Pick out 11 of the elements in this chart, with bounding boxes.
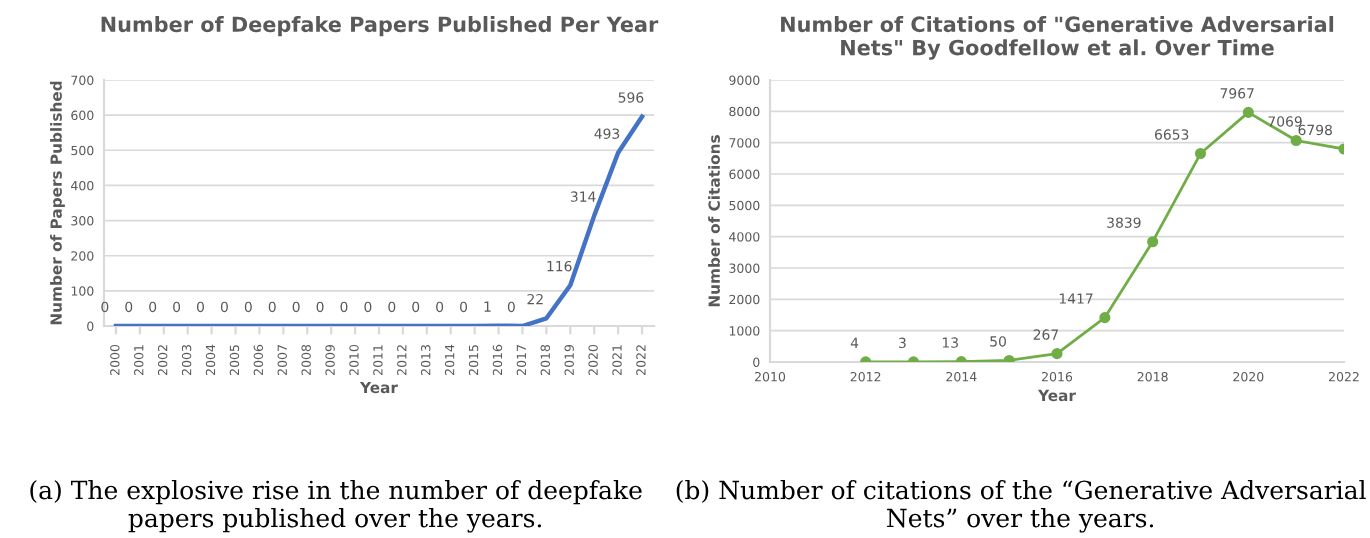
point <box>1147 236 1159 248</box>
text: (b) Number of citations of the “Generative Adversarial Nets” over the years. <box>676 480 1366 533</box>
point <box>1099 312 1111 324</box>
point <box>1051 348 1063 360</box>
text: (a) The explosive rise in the number of deepfake papers published over the years. <box>30 480 642 533</box>
point <box>1290 134 1302 147</box>
line-series <box>113 114 645 326</box>
chart-title: Number of Deepfake Papers Published Per Year <box>101 16 659 37</box>
point <box>1242 106 1254 118</box>
point <box>1194 147 1207 160</box>
chart-title: Number of Citations of "Generative Adversarial Nets" By Goodfellow et al. Over Time <box>781 16 1334 60</box>
